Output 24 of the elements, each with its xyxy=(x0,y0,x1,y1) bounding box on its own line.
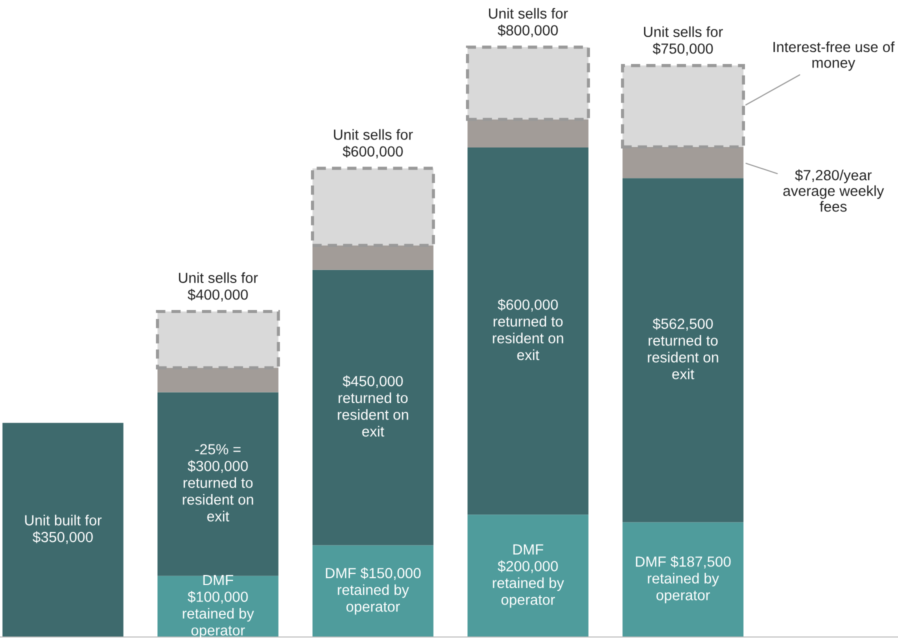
bar xyxy=(312,270,434,546)
data-label: -25% = $300,000 returned to resident on exit xyxy=(182,444,254,522)
data-label: DMF $150,000 retained by operator xyxy=(326,567,421,615)
data-label: $562,500 returned to resident on exit xyxy=(648,318,718,380)
bar xyxy=(2,422,124,637)
bar xyxy=(622,522,744,637)
bar xyxy=(312,545,434,637)
legend-label: $7,280/year average weekly fees xyxy=(783,169,884,212)
bar xyxy=(468,148,588,515)
total-label: Unit sells for $800,000 xyxy=(488,8,568,38)
bar xyxy=(157,392,278,576)
text: Interest-free use of money xyxy=(774,41,895,71)
bar xyxy=(622,178,744,522)
data-label: $450,000 returned to resident on exit xyxy=(338,375,408,437)
data-label: $600,000 returned to resident on exit xyxy=(492,298,564,360)
total-label: Unit sells for $750,000 xyxy=(644,26,723,56)
data-label: DMF $187,500 retained by operator xyxy=(636,556,731,604)
bar xyxy=(468,514,588,637)
data-label: DMF $100,000 retained by operator xyxy=(182,575,254,638)
total-label: Unit sells for $600,000 xyxy=(334,129,413,158)
data-label: Unit built for $350,000 xyxy=(25,514,102,544)
total-label: Unit sells for $400,000 xyxy=(178,272,258,302)
data-label: DMF $200,000 retained by operator xyxy=(492,544,564,608)
bar xyxy=(157,576,278,637)
